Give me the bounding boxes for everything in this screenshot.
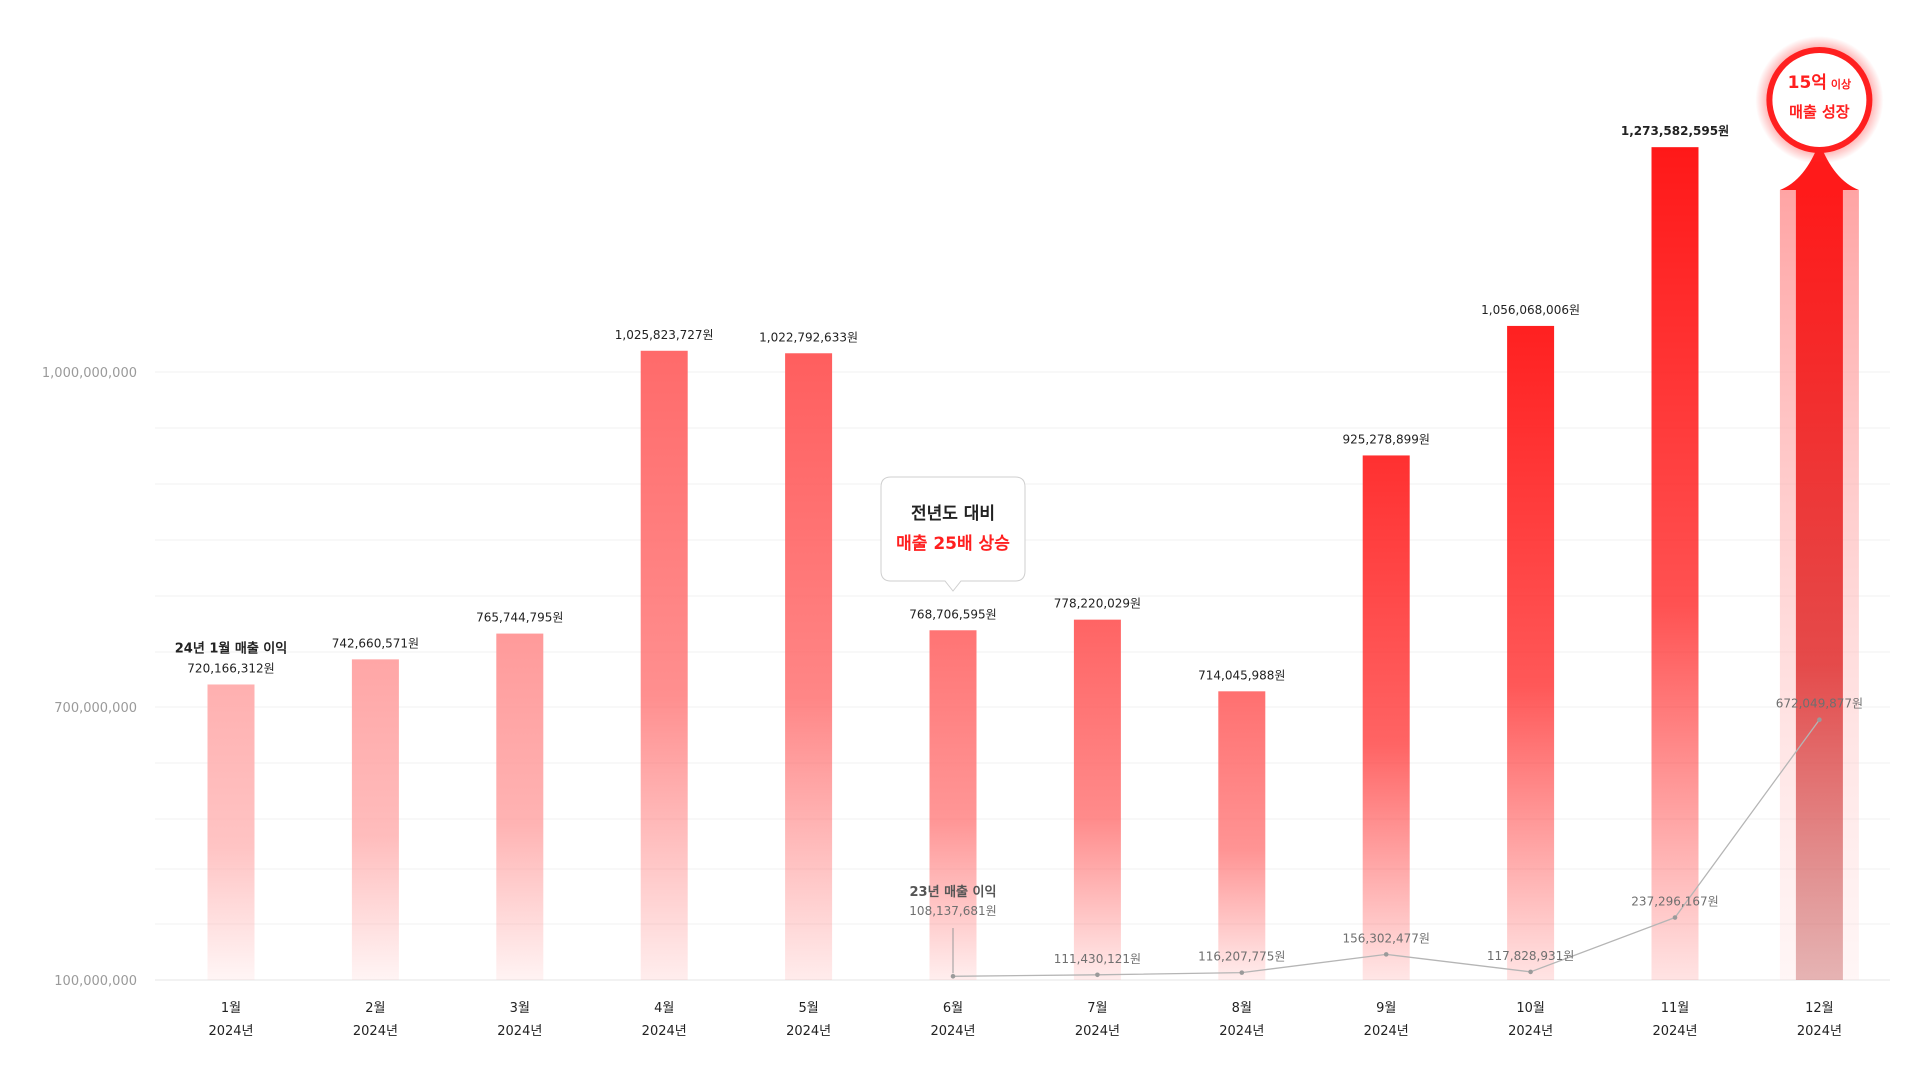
x-label-year: 2024년 [1508, 1024, 1553, 1039]
prev-year-label-12: 672,049,877원 [1776, 697, 1863, 711]
bar-4 [640, 350, 688, 980]
callout-line1: 전년도 대비 [911, 504, 995, 524]
bar-12 [1795, 190, 1843, 980]
badge-line1: 15억 이상 [1788, 73, 1852, 93]
prev-year-label-10: 117,828,931원 [1487, 949, 1574, 963]
bar-2 [351, 659, 399, 980]
x-label-year: 2024년 [1075, 1024, 1120, 1039]
prev-year-point [1672, 915, 1678, 920]
value-label-6: 768,706,595원 [909, 607, 996, 621]
bar-6 [929, 630, 977, 980]
growth-arrow-head [1779, 142, 1859, 190]
x-label-month: 5월 [798, 1001, 818, 1016]
y-tick-label: 100,000,000 [54, 974, 137, 989]
prev-year-label-6: 108,137,681원 [909, 904, 996, 918]
bar-8 [1218, 691, 1266, 980]
bar-3 [496, 633, 544, 980]
value-label-11: 1,273,582,595원 [1621, 124, 1729, 138]
x-axis: 1월 2024년 2월 2024년 3월 2024년 4월 2024년 5월 2024년 6월 202… [208, 1001, 1841, 1039]
x-label-year: 2024년 [642, 1024, 687, 1039]
x-label-year: 2024년 [353, 1024, 398, 1039]
value-label-2: 742,660,571원 [332, 636, 419, 650]
grid-lines [155, 371, 1890, 981]
bar-7 [1073, 619, 1121, 980]
y-tick-label: 700,000,000 [54, 701, 137, 716]
callout-bubble [880, 476, 1026, 592]
prev-year-label-8: 116,207,775원 [1198, 950, 1285, 964]
value-label-3: 765,744,795원 [476, 611, 563, 625]
bar-9 [1362, 455, 1410, 980]
value-label-1: 720,166,312원 [187, 661, 274, 675]
x-label-month: 7월 [1087, 1001, 1107, 1016]
x-label-month: 2월 [365, 1001, 385, 1016]
prev-year-label-7: 111,430,121원 [1054, 952, 1141, 966]
first-bar-title: 24년 1월 매출 이익 [175, 640, 287, 656]
prev-year-label-11: 237,296,167원 [1631, 895, 1718, 909]
x-label-month: 4월 [654, 1001, 674, 1016]
x-label-year: 2024년 [208, 1024, 253, 1039]
x-label-month: 9월 [1376, 1001, 1396, 1016]
prev-year-line: 108,137,681원 111,430,121원 116,207,775원 156,… [909, 697, 1863, 979]
badge-circle [1772, 53, 1867, 147]
value-labels: 720,166,312원 742,660,571원 765,744,795원 1,02… [187, 124, 1729, 682]
prev-year-title: 23년 매출 이익 [910, 884, 997, 900]
prev-year-point [1383, 952, 1389, 957]
x-label-year: 2024년 [930, 1024, 975, 1039]
value-label-8: 714,045,988원 [1198, 668, 1285, 682]
bar-5 [785, 353, 833, 981]
y-axis: 100,000,000 700,000,000 1,000,000,000 [42, 366, 137, 989]
y-tick-label: 1,000,000,000 [42, 366, 137, 381]
value-label-9: 925,278,899원 [1343, 432, 1430, 446]
x-label-year: 2024년 [1797, 1024, 1842, 1039]
value-label-10: 1,056,068,006원 [1481, 303, 1580, 317]
prev-year-point [1528, 969, 1533, 975]
x-label-month: 8월 [1232, 1001, 1252, 1016]
prev-year-point [1817, 717, 1822, 723]
prev-year-point [1239, 970, 1245, 975]
bar-11 [1651, 147, 1699, 980]
x-label-year: 2024년 [786, 1024, 831, 1039]
x-label-year: 2024년 [1364, 1024, 1409, 1039]
x-label-month: 12월 [1805, 1001, 1834, 1016]
x-label-year: 2024년 [497, 1024, 542, 1039]
badge-line2: 매출 성장 [1789, 103, 1850, 121]
value-label-7: 778,220,029원 [1054, 597, 1141, 611]
prev-year-label-9: 156,302,477원 [1343, 931, 1430, 945]
x-label-month: 11월 [1661, 1001, 1690, 1016]
prev-year-point [950, 973, 956, 979]
x-label-month: 3월 [510, 1001, 530, 1016]
value-label-4: 1,025,823,727원 [615, 328, 714, 342]
bars [207, 140, 1859, 981]
x-label-month: 1월 [221, 1001, 241, 1016]
prev-year-point [1095, 972, 1100, 978]
x-label-year: 2024년 [1219, 1024, 1264, 1039]
x-label-month: 10월 [1516, 1001, 1545, 1016]
bar-10 [1507, 325, 1555, 980]
x-label-year: 2024년 [1652, 1024, 1697, 1039]
callout-line2: 매출 25배 상승 [896, 534, 1010, 554]
value-label-5: 1,022,792,633원 [759, 330, 858, 344]
bar-1 [207, 684, 255, 980]
x-label-month: 6월 [943, 1001, 963, 1016]
